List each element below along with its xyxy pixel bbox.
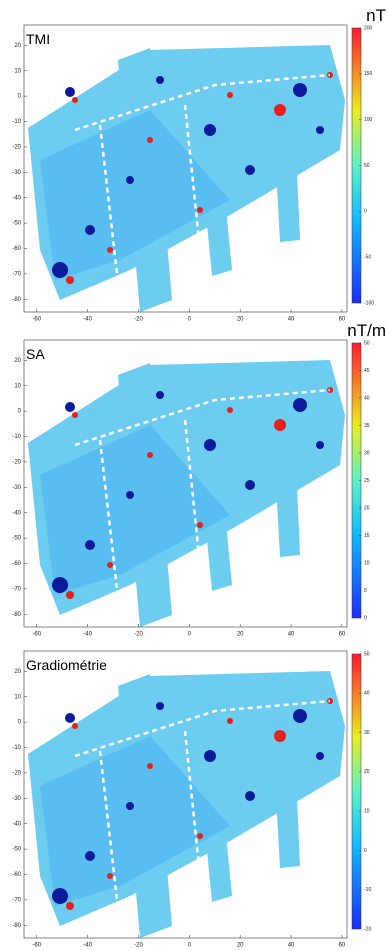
colorbar-tick-label: 15 [364, 533, 370, 539]
x-tick-label: 60 [339, 632, 346, 638]
colorbar-tick-label: 10 [364, 560, 370, 566]
y-tick-label: 20 [14, 669, 21, 675]
colorbar-tick-label: 0 [364, 615, 367, 621]
colorbar-tick-label: -20 [364, 926, 371, 932]
y-tick-label: 0 [18, 409, 22, 415]
x-tick-label: -20 [134, 317, 143, 323]
unit-label: nT [366, 6, 386, 25]
colorbar-tick-label: 25 [364, 478, 370, 484]
plot-frame [23, 24, 348, 313]
x-tick-label: -60 [32, 943, 41, 949]
y-tick-label: -10 [12, 119, 21, 125]
y-tick-label: -50 [12, 221, 21, 227]
colorbar-tick-label: 100 [364, 117, 373, 123]
y-tick-label: -40 [12, 510, 21, 516]
y-tick-label: -60 [12, 561, 21, 567]
y-tick-label: -70 [12, 271, 21, 277]
colorbar-tick-label: 150 [364, 71, 373, 77]
y-tick-label: -30 [12, 796, 21, 802]
y-tick-label: -80 [12, 612, 21, 618]
colorbar-tick-label: 45 [364, 368, 370, 374]
x-tick-label: -40 [83, 317, 92, 323]
x-tick-label: 60 [339, 317, 346, 323]
y-tick-label: -50 [12, 536, 21, 542]
colorbar-tick-label: 200 [364, 25, 373, 31]
x-tick-label: 40 [288, 317, 295, 323]
colorbar-tick-label: 40 [364, 395, 370, 401]
x-tick-label: 0 [188, 632, 192, 638]
colorbar [351, 653, 362, 930]
y-tick-label: 10 [14, 383, 21, 389]
y-tick-label: -70 [12, 586, 21, 592]
y-tick-label: 20 [14, 43, 21, 49]
x-tick-label: -40 [83, 943, 92, 949]
map-panel: -60 -40 -20 0 20 40 60 20 10 0 -10 -20 -30 -40 -50 -60 -… [12, 650, 371, 949]
x-tick-label: -60 [32, 317, 41, 323]
colorbar-tick-label: 20 [364, 769, 370, 775]
colorbar-tick-label: 30 [364, 450, 370, 456]
y-tick-label: -20 [12, 770, 21, 776]
x-tick-label: 60 [339, 943, 346, 949]
colorbar-tick-label: 0 [364, 848, 367, 854]
y-tick-label: -30 [12, 170, 21, 176]
y-tick-label: -10 [12, 434, 21, 440]
colorbar-tick-label: -100 [364, 300, 374, 306]
x-tick-label: 40 [288, 943, 295, 949]
x-tick-label: -60 [32, 632, 41, 638]
y-tick-label: -10 [12, 745, 21, 751]
map-panel: -60 -40 -20 0 20 40 60 20 10 0 -10 -20 -30 -40 -50 -60 -… [12, 321, 386, 638]
x-tick-label: 0 [188, 317, 192, 323]
colorbar-tick-label: 50 [364, 340, 370, 346]
y-tick-label: -80 [12, 923, 21, 929]
colorbar-tick-label: 10 [364, 808, 370, 814]
x-tick-label: -20 [134, 943, 143, 949]
plot-frame [23, 650, 348, 939]
y-tick-label: -40 [12, 195, 21, 201]
colorbar-tick-label: 50 [364, 163, 370, 169]
unit-label: nT/m [347, 321, 386, 340]
survey-map [26, 669, 347, 940]
colorbar-tick-label: -10 [364, 887, 371, 893]
y-tick-label: -60 [12, 872, 21, 878]
y-tick-label: -70 [12, 897, 21, 903]
x-tick-label: -20 [134, 632, 143, 638]
panel-title: TMI [26, 31, 50, 47]
x-tick-label: 0 [188, 943, 192, 949]
y-tick-label: -20 [12, 144, 21, 150]
plot-frame [23, 339, 348, 628]
colorbar-tick-label: 50 [364, 651, 370, 657]
colorbar-tick-label: 20 [364, 505, 370, 511]
colorbar-tick-label: 40 [364, 691, 370, 697]
x-tick-label: 20 [237, 632, 244, 638]
colorbar-tick-label: 0 [364, 209, 367, 215]
y-tick-label: -40 [12, 821, 21, 827]
y-tick-label: -20 [12, 459, 21, 465]
y-tick-label: 10 [14, 694, 21, 700]
survey-map [26, 43, 347, 314]
x-tick-label: 20 [237, 317, 244, 323]
y-tick-label: 10 [14, 68, 21, 74]
y-tick-label: 0 [18, 94, 22, 100]
map-panel: -60 -40 -20 0 20 40 6020100-10-20-30-40-50-60-… [12, 6, 386, 323]
x-tick-label: 20 [237, 943, 244, 949]
panel-title: Gradiométrie [26, 657, 107, 673]
x-tick-label: 40 [288, 632, 295, 638]
y-tick-label: -60 [12, 246, 21, 252]
colorbar-tick-label: 35 [364, 423, 370, 429]
y-tick-label: -30 [12, 485, 21, 491]
panel-title: SA [26, 346, 45, 362]
colorbar-tick-label: 30 [364, 730, 370, 736]
colorbar-tick-label: -50 [364, 254, 371, 260]
y-tick-label: -80 [12, 297, 21, 303]
survey-map [26, 358, 347, 629]
y-tick-label: 20 [14, 358, 21, 364]
x-tick-label: -40 [83, 632, 92, 638]
y-tick-label: 0 [18, 720, 22, 726]
colorbar-tick-label: 5 [364, 588, 367, 594]
y-tick-label: -50 [12, 847, 21, 853]
